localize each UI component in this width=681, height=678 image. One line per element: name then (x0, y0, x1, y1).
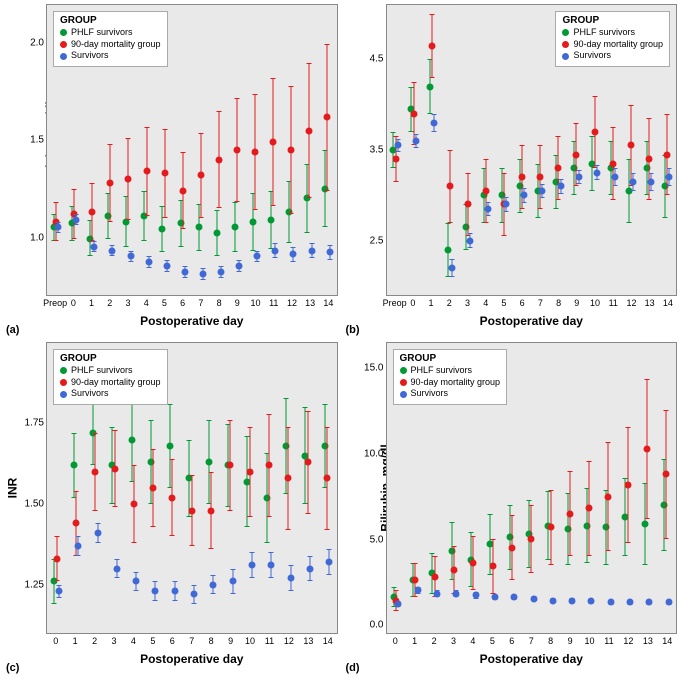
xlabel-a: Postoperative day (46, 314, 338, 328)
yticks-c: 1.251.501.75 (14, 342, 44, 634)
plot-b: GROUPPHLF survivors90-day mortality grou… (386, 4, 678, 296)
legend-d: GROUPPHLF survivors90-day mortality grou… (393, 349, 508, 405)
xlabel-b: Postoperative day (386, 314, 678, 328)
plot-d: GROUPPHLF survivors90-day mortality grou… (386, 342, 678, 634)
legend-c: GROUPPHLF survivors90-day mortality grou… (53, 349, 168, 405)
panel-a: Creatinine, mg/dl 1.01.52.0 GROUPPHLF su… (4, 4, 338, 336)
panel-b: Phosphate, mg/dl 2.53.54.5 GROUPPHLF sur… (344, 4, 678, 336)
panel-d: Bilirubin, mg/dl 0.05.010.015.0 GROUPPHL… (344, 342, 678, 674)
xlabel-d: Postoperative day (386, 652, 678, 666)
xlabel-c: Postoperative day (46, 652, 338, 666)
yticks-d: 0.05.010.015.0 (354, 342, 384, 634)
xticks-b: Preop01234567891011121314 (386, 296, 678, 310)
panel-letter-d: (d) (346, 662, 360, 674)
plot-a: GROUPPHLF survivors90-day mortality grou… (46, 4, 338, 296)
panel-letter-c: (c) (6, 662, 19, 674)
panel-c: INR 1.251.501.75 GROUPPHLF survivors90-d… (4, 342, 338, 674)
xticks-c: 01234567891011121314 (46, 634, 338, 648)
yticks-b: 2.53.54.5 (354, 4, 384, 296)
xticks-d: 01234567891011121314 (386, 634, 678, 648)
panel-letter-b: (b) (346, 324, 360, 336)
legend-a: GROUPPHLF survivors90-day mortality grou… (53, 11, 168, 67)
yticks-a: 1.01.52.0 (14, 4, 44, 296)
panel-letter-a: (a) (6, 324, 19, 336)
legend-b: GROUPPHLF survivors90-day mortality grou… (555, 11, 670, 67)
xticks-a: Preop01234567891011121314 (46, 296, 338, 310)
plot-c: GROUPPHLF survivors90-day mortality grou… (46, 342, 338, 634)
